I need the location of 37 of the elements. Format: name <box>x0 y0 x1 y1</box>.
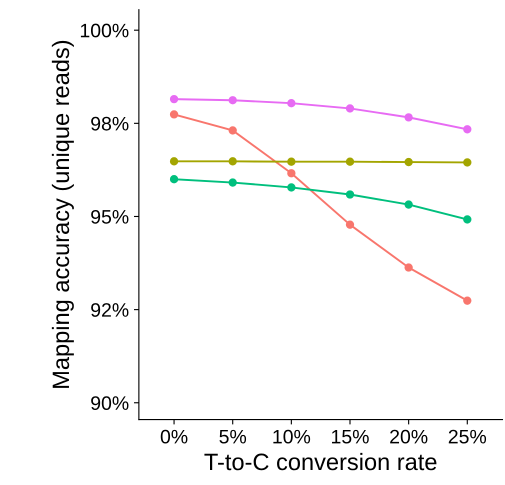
x-axis-title: T-to-C conversion rate <box>204 452 436 470</box>
y-axis-title: Mapping accuracy (unique reads) <box>52 40 74 388</box>
x-tick-label: 15% <box>332 430 369 444</box>
point <box>346 220 354 229</box>
y-tick-label: 98% <box>91 116 128 131</box>
y-tick-label: 95% <box>91 210 128 224</box>
point <box>463 125 472 134</box>
point <box>404 113 413 122</box>
x-tick-label: 10% <box>273 430 310 444</box>
x-tick-label: 5% <box>219 430 246 444</box>
point <box>346 104 354 113</box>
y-tick-label: 100% <box>80 24 128 38</box>
point <box>170 157 178 166</box>
point <box>287 183 296 192</box>
point <box>404 158 413 166</box>
point <box>404 263 413 272</box>
point <box>404 200 413 209</box>
point <box>228 96 237 104</box>
point <box>170 94 178 104</box>
y-tick-label: 92% <box>91 303 128 317</box>
point <box>346 190 354 199</box>
x-tick-label: 0% <box>160 430 188 444</box>
point <box>287 158 296 166</box>
point <box>170 110 178 119</box>
x-tick-label: 20% <box>390 430 428 444</box>
point <box>228 157 237 166</box>
y-tick-label: 90% <box>91 396 128 410</box>
point <box>346 158 354 166</box>
point <box>287 99 296 108</box>
point <box>228 178 237 187</box>
point <box>287 169 296 178</box>
point <box>463 158 472 167</box>
point <box>170 175 178 184</box>
point <box>463 296 472 305</box>
x-tick-label: 25% <box>448 430 486 444</box>
point <box>463 215 472 224</box>
point <box>228 126 237 135</box>
